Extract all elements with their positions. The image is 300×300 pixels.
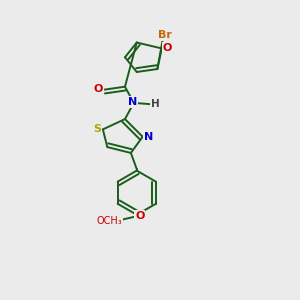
Text: OCH₃: OCH₃ <box>97 216 122 226</box>
Text: Br: Br <box>158 30 172 40</box>
Text: N: N <box>144 132 153 142</box>
Text: O: O <box>135 211 144 221</box>
Text: O: O <box>163 43 172 53</box>
Text: O: O <box>94 84 103 94</box>
Text: H: H <box>151 99 160 110</box>
Text: S: S <box>93 124 101 134</box>
Text: N: N <box>128 97 137 107</box>
